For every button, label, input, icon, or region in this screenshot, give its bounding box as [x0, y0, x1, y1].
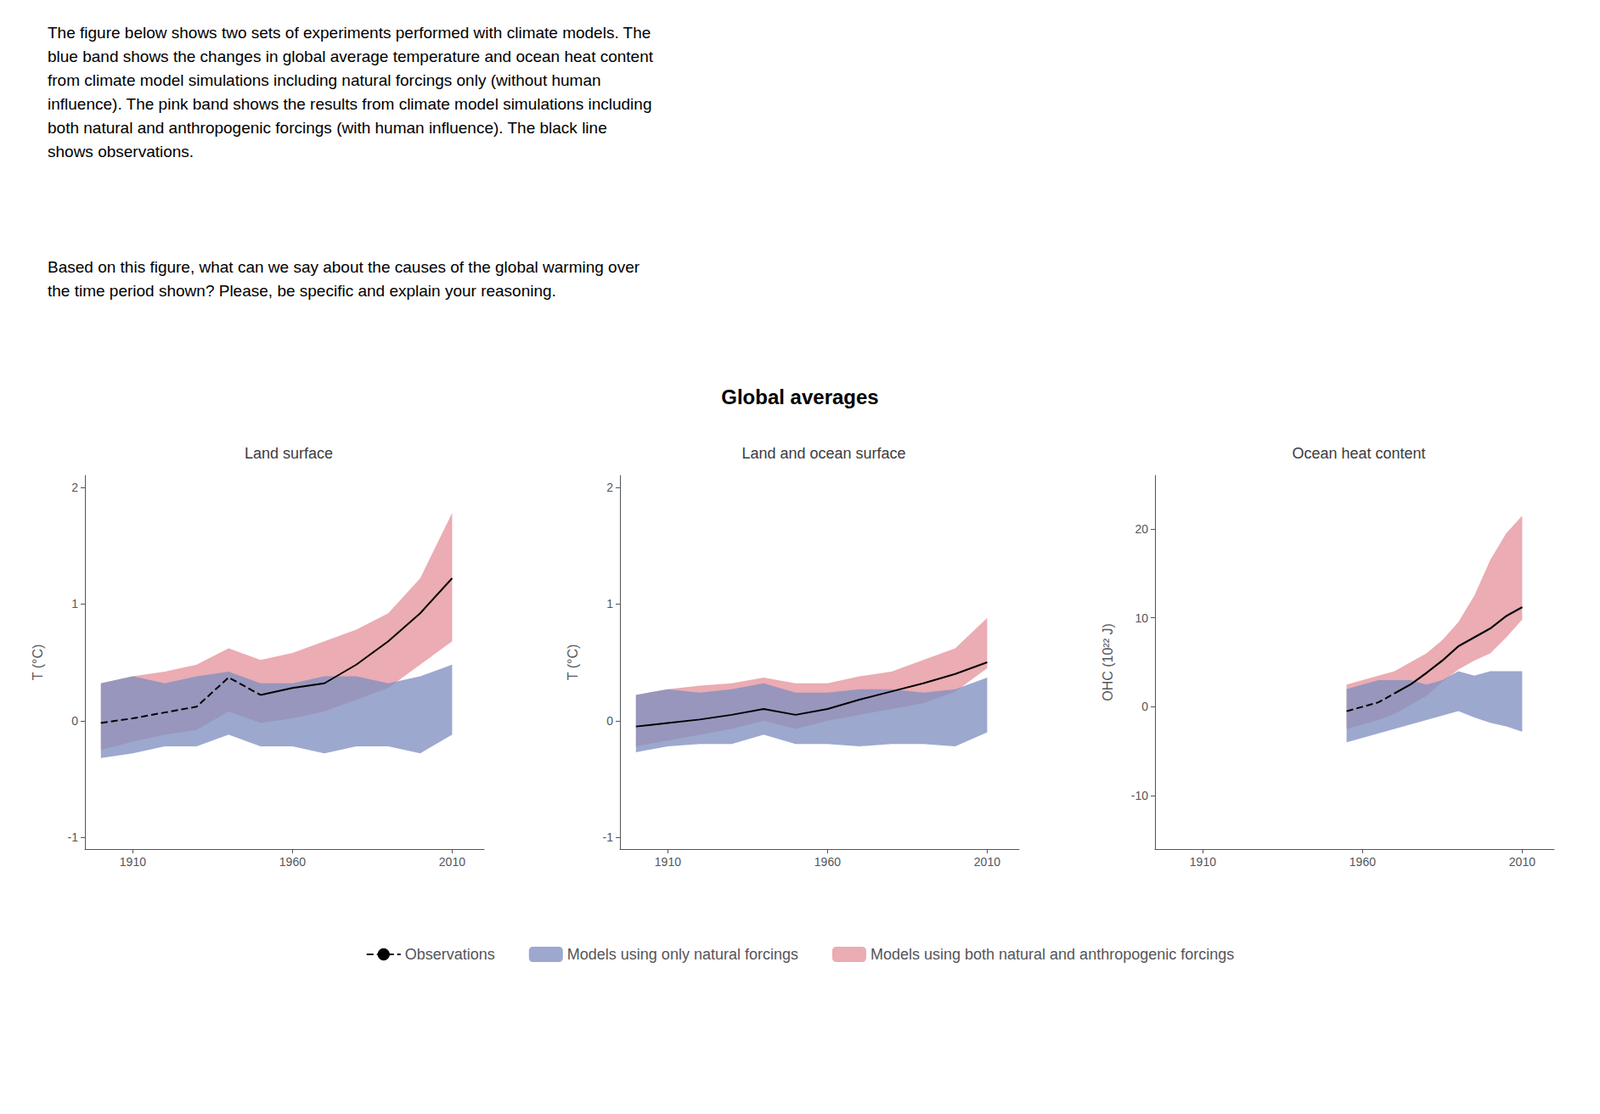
svg-text:Based on this figure, what can: Based on this figure, what can we say ab… — [47, 258, 641, 277]
svg-text:0: 0 — [1141, 699, 1149, 714]
svg-text:2: 2 — [606, 480, 614, 495]
svg-text:from climate model simulations: from climate model simulations including… — [47, 71, 602, 90]
svg-text:1960: 1960 — [279, 855, 306, 869]
svg-text:T (°C): T (°C) — [565, 644, 581, 682]
svg-text:-1: -1 — [602, 830, 615, 845]
svg-text:1910: 1910 — [654, 855, 682, 869]
svg-text:1910: 1910 — [119, 855, 147, 869]
svg-text:both natural and anthropogenic: both natural and anthropogenic forcings … — [47, 118, 608, 137]
svg-text:10: 10 — [1134, 611, 1149, 626]
svg-text:20: 20 — [1134, 522, 1149, 536]
svg-text:2010: 2010 — [1509, 855, 1536, 869]
svg-text:shows observations.: shows observations. — [47, 142, 194, 161]
svg-text:2010: 2010 — [439, 855, 466, 869]
svg-text:T (°C): T (°C) — [30, 644, 46, 682]
svg-text:Observations: Observations — [405, 946, 496, 964]
svg-text:1: 1 — [71, 597, 79, 611]
svg-text:Ocean heat content: Ocean heat content — [1291, 445, 1426, 462]
svg-text:1: 1 — [606, 597, 614, 611]
svg-text:2: 2 — [71, 480, 79, 495]
svg-text:0: 0 — [71, 714, 79, 728]
svg-text:Models using only natural forc: Models using only natural forcings — [567, 946, 799, 964]
svg-text:influence). The pink band show: influence). The pink band shows the resu… — [47, 95, 652, 113]
svg-text:the time period shown? Please,: the time period shown? Please, be specif… — [47, 281, 557, 300]
svg-text:Models using both natural and: Models using both natural and anthropoge… — [870, 946, 1234, 964]
svg-text:OHC (10²² J): OHC (10²² J) — [1100, 623, 1116, 702]
svg-text:1960: 1960 — [1349, 855, 1376, 869]
svg-text:Land and ocean surface: Land and ocean surface — [741, 445, 906, 462]
svg-text:Land surface: Land surface — [244, 445, 333, 462]
svg-text:blue band shows the changes in: blue band shows the changes in global av… — [47, 47, 654, 66]
svg-text:-10: -10 — [1131, 788, 1149, 803]
svg-text:2010: 2010 — [974, 855, 1001, 869]
svg-text:1960: 1960 — [814, 855, 841, 869]
svg-text:1910: 1910 — [1189, 855, 1217, 869]
svg-text:-1: -1 — [67, 830, 79, 845]
svg-text:Global averages: Global averages — [721, 385, 879, 409]
svg-text:0: 0 — [606, 714, 614, 728]
svg-text:The figure below shows two set: The figure below shows two sets of exper… — [47, 23, 651, 42]
